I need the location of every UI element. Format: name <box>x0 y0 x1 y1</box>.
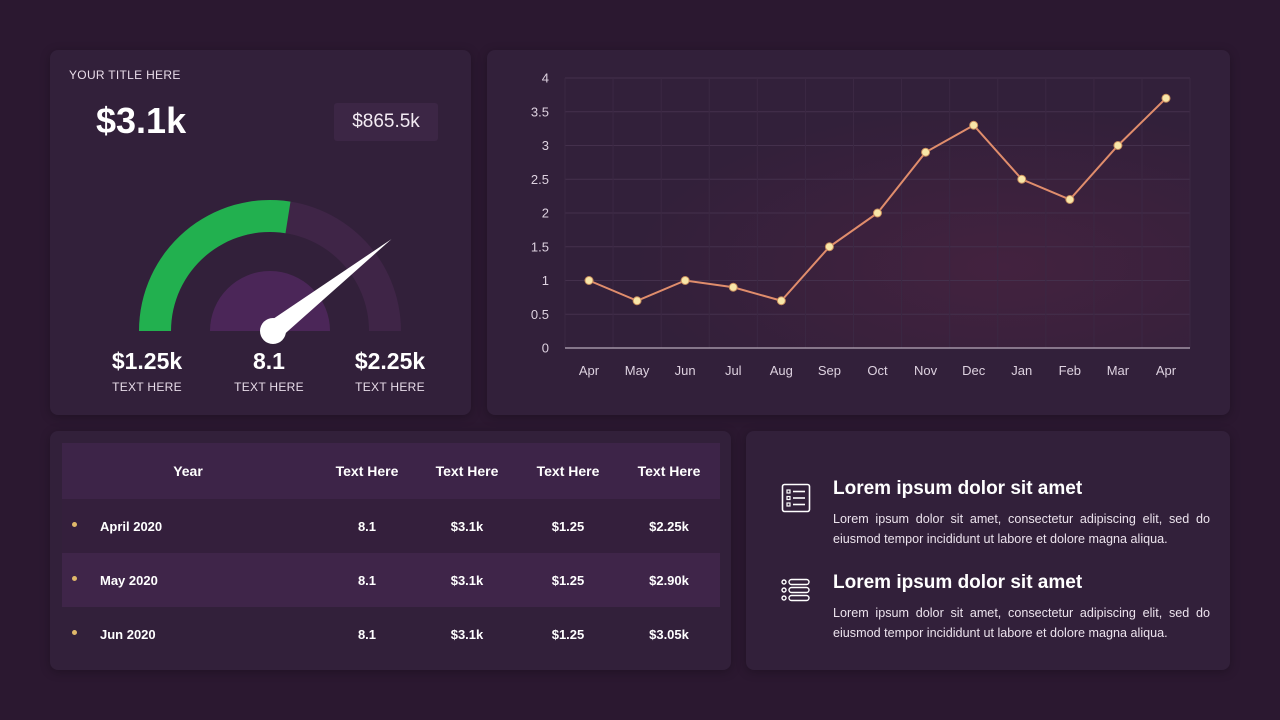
data-point <box>1065 195 1075 204</box>
stat-value: 8.1 <box>253 348 285 374</box>
stat-label: TEXT HERE <box>234 380 304 394</box>
data-point <box>1161 93 1171 103</box>
gauge-fill <box>139 200 291 331</box>
gauge-stat-min: $1.25k TEXT HERE <box>87 348 207 394</box>
y-tick-label: 2 <box>542 206 549 221</box>
table-cell: 8.1 <box>357 518 377 534</box>
secondary-value-badge: $865.5k <box>334 103 438 141</box>
row-label: Jun 2020 <box>100 626 156 642</box>
gauge-card: YOUR TITLE HERE $3.1k $865.5k $1.25k TEX… <box>50 50 471 415</box>
table-row: Jun 2020 8.1 $3.1k $1.25 $3.05k <box>62 607 720 661</box>
table-cell: $3.1k <box>450 518 484 534</box>
table-cell: 8.1 <box>357 572 377 588</box>
data-point <box>1017 174 1027 184</box>
info-heading: Lorem ipsum dolor sit amet <box>833 478 1083 499</box>
y-tick-label: 4 <box>542 71 549 86</box>
main-value: $3.1k <box>96 100 187 141</box>
checklist-icon <box>781 483 811 513</box>
x-tick-label: Jun <box>675 363 696 378</box>
bullet-dot <box>72 576 77 581</box>
stat-value: $1.25k <box>111 348 183 374</box>
card-title: YOUR TITLE HERE <box>69 68 181 82</box>
x-tick-label: Feb <box>1059 363 1081 378</box>
stat-label: TEXT HERE <box>112 380 182 394</box>
x-tick-label: Aug <box>770 363 793 378</box>
info-heading: Lorem ipsum dolor sit amet <box>833 572 1083 593</box>
y-tick-label: 2.5 <box>531 172 549 187</box>
x-tick-label: Apr <box>579 363 600 378</box>
data-point <box>921 147 931 157</box>
table-cell: $1.25 <box>551 518 585 534</box>
stat-label: TEXT HERE <box>355 380 425 394</box>
gauge-stat-current: 8.1 TEXT HERE <box>209 348 329 394</box>
gauge <box>139 200 401 344</box>
y-tick-label: 1.5 <box>531 239 549 254</box>
data-point <box>776 296 786 306</box>
x-tick-label: May <box>625 363 650 378</box>
stat-value: $2.25k <box>354 348 426 374</box>
gauge-stat-max: $2.25k TEXT HERE <box>330 348 450 394</box>
line-chart: 0 0.5 1 1.5 2 2.5 3 3.5 4 Apr May Jun Jul Aug Sep Oct No… <box>531 71 1191 378</box>
table-cell: $1.25 <box>551 572 585 588</box>
data-point <box>969 120 979 130</box>
x-tick-label: Oct <box>867 363 888 378</box>
data-point <box>1113 141 1123 150</box>
info-block: Lorem ipsum dolor sit amet Lorem ipsum d… <box>780 478 1210 570</box>
table-cell: $2.25k <box>649 518 689 534</box>
data-point <box>584 276 594 285</box>
table-cell: $3.1k <box>450 572 484 588</box>
y-tick-label: 1 <box>542 273 549 288</box>
y-tick-label: 0 <box>542 341 549 356</box>
info-block: Lorem ipsum dolor sit amet Lorem ipsum d… <box>780 572 1210 664</box>
header-col-3: Text Here <box>536 463 600 479</box>
table-row: May 2020 8.1 $3.1k $1.25 $2.90k <box>62 553 720 607</box>
table-cell: $2.90k <box>649 572 689 588</box>
y-tick-label: 3.5 <box>531 104 549 119</box>
data-point <box>873 208 882 218</box>
y-tick-label: 3 <box>542 138 549 153</box>
info-body: Lorem ipsum dolor sit amet, consectetur … <box>833 512 1210 546</box>
data-point <box>632 296 642 306</box>
data-table: Year Text Here Text Here Text Here Text … <box>62 443 720 661</box>
header-col-1: Text Here <box>335 463 399 479</box>
header-col-4: Text Here <box>637 463 701 479</box>
data-point <box>728 282 738 292</box>
x-tick-label: Sep <box>818 363 841 378</box>
header-col-2: Text Here <box>435 463 499 479</box>
data-point <box>680 276 690 285</box>
row-label: May 2020 <box>100 572 158 588</box>
data-table-card: Year Text Here Text Here Text Here Text … <box>50 431 731 670</box>
data-point <box>824 242 834 252</box>
list-icon <box>781 578 810 602</box>
info-body: Lorem ipsum dolor sit amet, consectetur … <box>833 606 1210 640</box>
x-tick-label: Mar <box>1107 363 1130 378</box>
bullet-dot <box>72 522 77 527</box>
info-card: Lorem ipsum dolor sit amet Lorem ipsum d… <box>746 431 1230 670</box>
x-tick-label: Jul <box>725 363 742 378</box>
x-tick-label: Jan <box>1011 363 1032 378</box>
table-cell: $3.05k <box>649 626 689 642</box>
gauge-needle <box>266 239 392 339</box>
table-cell: $1.25 <box>551 626 585 642</box>
row-label: April 2020 <box>100 518 163 534</box>
bullet-dot <box>72 630 77 635</box>
table-cell: 8.1 <box>357 626 377 642</box>
x-tick-label: Dec <box>962 363 986 378</box>
header-year: Year <box>173 463 203 479</box>
line-chart-card: 0 0.5 1 1.5 2 2.5 3 3.5 4 Apr May Jun Jul Aug Sep Oct No… <box>487 50 1230 415</box>
gauge-needle-hub <box>260 318 286 344</box>
x-tick-label: Apr <box>1156 363 1177 378</box>
table-header-row: Year Text Here Text Here Text Here Text … <box>62 443 720 499</box>
x-tick-label: Nov <box>914 363 938 378</box>
y-tick-label: 0.5 <box>531 307 549 322</box>
table-row: April 2020 8.1 $3.1k $1.25 $2.25k <box>62 499 720 553</box>
table-cell: $3.1k <box>450 626 484 642</box>
